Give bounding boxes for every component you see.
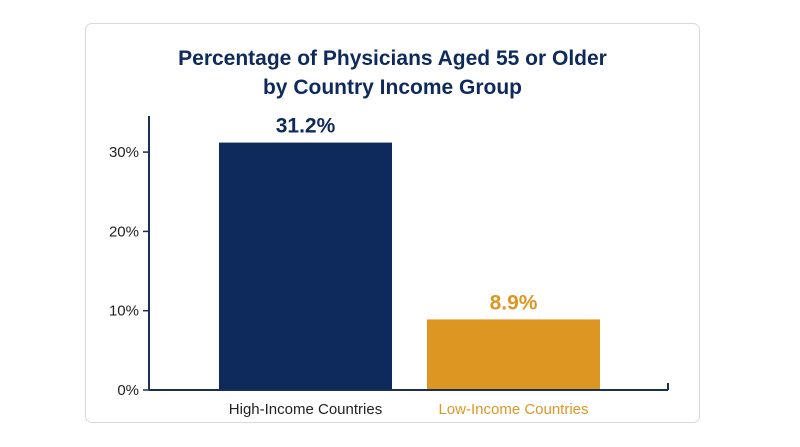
labels: 31.2% High-Income Countries 8.9% Low-Income… bbox=[229, 115, 589, 418]
y-tick-label: 10% bbox=[109, 303, 139, 320]
y-tick-label: 30% bbox=[109, 144, 139, 161]
y-axis-ticks: 0% 10% 20% 30% bbox=[109, 144, 149, 399]
bar-high-income bbox=[219, 142, 392, 390]
axes bbox=[148, 116, 669, 391]
data-label: 8.9% bbox=[490, 291, 538, 314]
y-tick-label: 0% bbox=[117, 382, 139, 399]
data-label: 31.2% bbox=[276, 115, 336, 138]
y-tick-label: 20% bbox=[109, 223, 139, 240]
chart-title-line-2: by Country Income Group bbox=[262, 76, 522, 99]
chart-title-line-1: Percentage of Physicians Aged 55 or Olde… bbox=[178, 47, 607, 70]
bar-low-income bbox=[427, 319, 600, 390]
x-category-label: High-Income Countries bbox=[229, 401, 382, 418]
x-category-label: Low-Income Countries bbox=[438, 401, 588, 418]
bars bbox=[219, 142, 600, 390]
chart-title: Percentage of Physicians Aged 55 or Olde… bbox=[85, 44, 700, 102]
